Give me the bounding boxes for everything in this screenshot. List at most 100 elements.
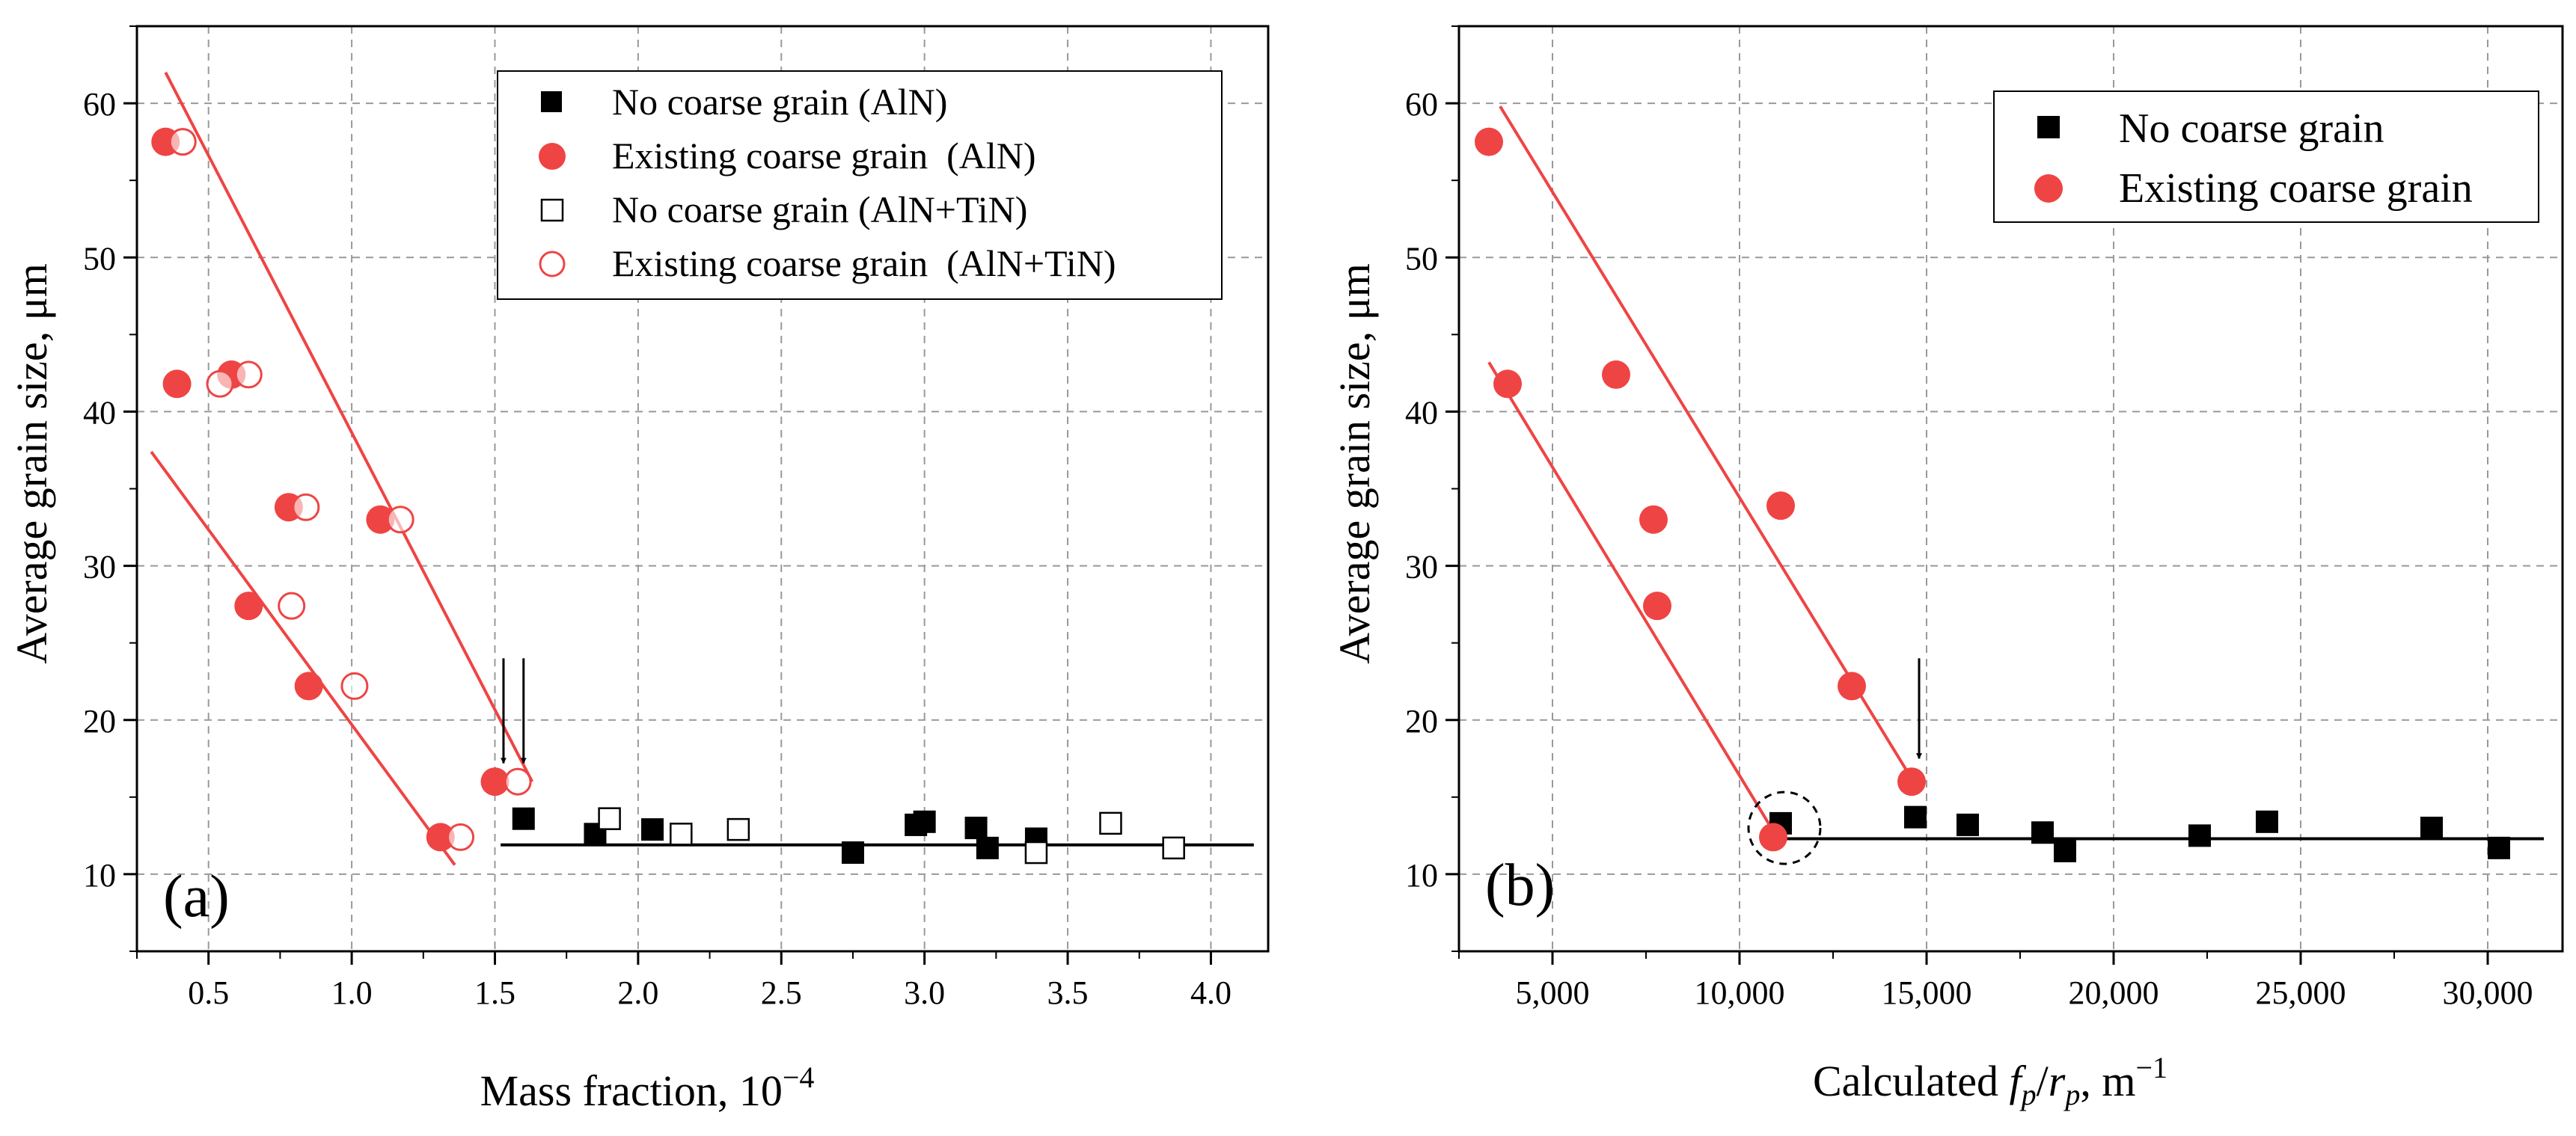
point-a-s2-4 [1099,811,1122,835]
y-tick-label-b-0: 10 [1405,857,1438,894]
legend-a: No coarse grain (AlN) Existing coarse gr… [497,70,1223,300]
axes-a [123,25,1270,965]
x-axis-label-b-slash: / [2037,1057,2049,1105]
point-b-s1-2 [1602,360,1630,389]
point-b-s1-6 [1766,491,1795,521]
x-axis-label-b-unit: , m [2080,1057,2135,1105]
legend-a-marker-2 [539,143,566,170]
x-axis-label-a-sup: −4 [783,1060,815,1094]
chart-panel-a: 0.5 1.0 1.5 2.0 2.5 3.0 3.5 4.0 10 20 30 40 50 60 (a)… [7,25,1270,1115]
point-a-s2-2 [726,817,750,841]
point-a-s0-5 [913,810,936,833]
point-b-s1-4 [1643,592,1671,621]
y-tick-label-a-4: 50 [83,240,116,277]
data-points-b [1475,127,2510,862]
point-a-s2-1 [670,823,693,846]
point-a-s1-3 [234,592,263,621]
point-b-s0-5 [2188,824,2211,847]
point-b-s0-2 [1957,813,1979,836]
point-a-s0-7 [976,836,999,859]
point-a-s3-6 [386,506,414,534]
point-a-s0-6 [964,817,988,840]
point-b-s0-6 [2256,810,2278,833]
y-tick-label-a-1: 20 [83,703,116,740]
legend-a-label-3: No coarse grain (AlN+TiN) [612,188,1027,230]
point-a-s1-8 [480,767,510,796]
point-a-s3-0 [168,128,197,156]
point-b-s0-1 [1904,805,1927,829]
y-axis-label-b: Average grain size, μm [1330,263,1379,664]
highlight-circle-b [1747,790,1822,865]
point-b-s0-8 [2488,836,2510,859]
y-tick-label-b-2: 30 [1405,549,1438,586]
y-tick-label-a-5: 60 [83,86,116,123]
point-b-s1-8 [1897,767,1926,796]
legend-b-box [1993,90,2539,223]
point-a-s3-8 [504,767,532,796]
highlight-circle-b [1747,790,1822,865]
y-tick-label-a-3: 40 [83,394,116,431]
legend-a-marker-3 [540,198,564,222]
point-a-s2-0 [598,807,621,830]
x-tick-label-a-4: 2.5 [761,974,802,1011]
y-axis-label-a: Average grain size, μm [7,263,56,664]
legend-b-marker-1 [2037,116,2060,138]
tick-labels-b: 5,000 10,000 15,000 20,000 25,000 30,000 10 20 3… [1405,86,2533,1011]
x-tick-label-b-5: 30,000 [2443,974,2533,1011]
legend-b: No coarse grain Existing coarse grain [1993,90,2539,223]
x-axis-label-b: Calculated fp/rp, m−1 [1813,1051,2167,1111]
point-a-s1-5 [294,672,323,701]
x-axis-label-b-sup: −1 [2135,1051,2167,1084]
point-b-s0-4 [2054,839,2076,862]
point-b-s1-7 [1838,672,1866,701]
x-tick-label-b-0: 5,000 [1516,974,1590,1011]
fit-line-a-0 [164,71,534,783]
y-tick-label-b-1: 20 [1405,703,1438,740]
legend-b-label-1: No coarse grain [2119,105,2384,152]
y-tick-label-a-2: 30 [83,549,116,586]
y-tick-label-a-0: 10 [83,857,116,894]
x-tick-label-b-3: 20,000 [2069,974,2159,1011]
point-a-s0-2 [641,818,664,841]
panel-label-b: (b) [1485,853,1555,918]
panel-label-a: (a) [163,864,230,930]
point-a-s0-0 [512,807,535,830]
point-b-s0-3 [2031,821,2054,844]
point-a-s3-1 [206,369,234,398]
x-axis-label-b-space [1998,1057,2010,1105]
axes-b [1445,25,2564,965]
legend-a-marker-4 [539,251,566,277]
x-axis-label-a-text: Mass fraction, 10 [480,1066,783,1115]
x-tick-label-a-1: 1.0 [331,974,373,1011]
point-a-s3-5 [340,672,369,700]
x-axis-label-b-sub1: p [2019,1078,2037,1111]
x-tick-label-a-6: 3.5 [1047,974,1089,1011]
x-tick-label-b-4: 25,000 [2256,974,2346,1011]
y-tick-label-b-5: 60 [1405,86,1438,123]
tick-labels-a: 0.5 1.0 1.5 2.0 2.5 3.0 3.5 4.0 10 20 30 40 50 60 [83,86,1232,1011]
fit-line-a-1 [150,450,456,866]
legend-b-label-2: Existing coarse grain [2119,165,2473,212]
y-tick-label-b-4: 50 [1405,240,1438,277]
data-points-a [151,127,1185,865]
x-tick-label-b-1: 10,000 [1695,974,1785,1011]
point-a-s1-7 [426,823,455,852]
point-b-s1-5 [1759,823,1787,852]
legend-a-label-4: Existing coarse grain (AlN+TiN) [612,242,1116,284]
point-a-s1-6 [366,505,395,534]
y-tick-label-b-3: 40 [1405,394,1438,431]
x-axis-label-b-r: r [2049,1057,2066,1105]
x-axis-label-a: Mass fraction, 10−4 [480,1060,815,1115]
x-tick-label-b-2: 15,000 [1882,974,1972,1011]
point-a-s3-2 [234,360,263,389]
point-a-s1-1 [162,369,192,399]
point-b-s1-0 [1475,127,1503,156]
point-b-s1-3 [1639,505,1668,534]
x-tick-label-a-0: 0.5 [188,974,229,1011]
point-a-s0-3 [841,841,864,865]
point-a-s3-7 [447,823,475,851]
point-b-s1-1 [1493,369,1522,399]
legend-a-label-1: No coarse grain (AlN) [612,81,947,123]
x-tick-label-a-7: 4.0 [1190,974,1232,1011]
